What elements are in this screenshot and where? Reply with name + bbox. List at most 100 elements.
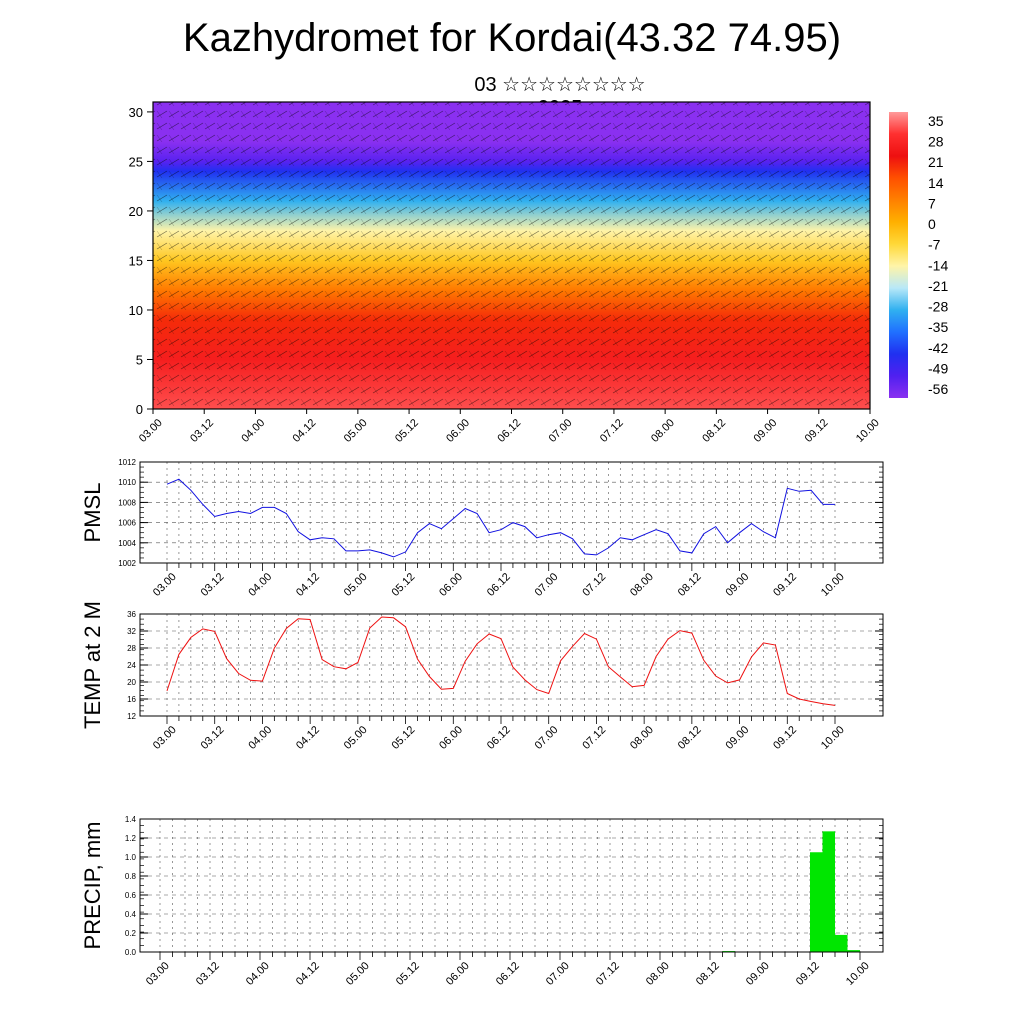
colorbar-label: -35 — [928, 319, 948, 335]
precip-bar — [847, 950, 860, 952]
y-tick-label: 25 — [129, 154, 143, 169]
x-tick-label: 08.00 — [649, 417, 677, 445]
precip-bar — [822, 831, 835, 952]
colorbar-label: 7 — [928, 195, 936, 211]
y-tick-label: 0.8 — [125, 872, 137, 881]
colorbar-gradient — [889, 112, 908, 398]
precip-bar — [810, 852, 823, 952]
x-tick-label: 05.00 — [342, 724, 370, 752]
y-tick-label: 24 — [127, 661, 136, 670]
x-tick-label: 04.12 — [294, 960, 322, 988]
colorbar-label: 14 — [928, 175, 944, 191]
temperature-colorbar: 35 28 21 14 7 0 -7 -14 -21 -28 -35 -42 -49 -56 — [889, 112, 948, 398]
x-tick-label: 09.00 — [723, 724, 751, 752]
x-tick-label: 06.12 — [494, 960, 522, 988]
panel-frame — [139, 613, 884, 717]
x-tick-label: 08.00 — [628, 571, 656, 599]
x-tick-label: 07.00 — [547, 417, 575, 445]
x-tick-label: 06.00 — [437, 571, 465, 599]
x-tick-label: 03.00 — [151, 571, 179, 599]
y-axis-title: TEMP at 2 M — [80, 601, 105, 729]
x-tick-label: 08.12 — [694, 960, 722, 988]
x-tick-label: 03.12 — [188, 417, 216, 445]
y-tick-label: 1006 — [118, 519, 136, 528]
x-tick-label: 04.00 — [244, 960, 272, 988]
x-tick-label: 03.12 — [194, 960, 222, 988]
y-tick-label: 30 — [129, 105, 143, 120]
x-tick-label: 06.12 — [485, 571, 513, 599]
x-tick-label: 10.00 — [844, 960, 872, 988]
x-tick-label: 05.12 — [393, 417, 421, 445]
x-tick-label: 09.00 — [723, 571, 751, 599]
x-tick-label: 09.12 — [803, 417, 831, 445]
x-tick-label: 05.00 — [342, 417, 370, 445]
panel-frame — [139, 818, 884, 953]
colorbar-label: -14 — [928, 257, 948, 273]
x-tick-label: 07.12 — [580, 724, 608, 752]
colorbar-label: 28 — [928, 134, 944, 150]
x-tick-label: 07.00 — [544, 960, 572, 988]
y-tick-label: 0 — [136, 402, 143, 417]
y-tick-label: 15 — [129, 253, 143, 268]
wind-vectors — [153, 102, 870, 409]
x-tick-label: 06.00 — [444, 960, 472, 988]
y-tick-label: 1010 — [118, 478, 136, 487]
colorbar-label: 21 — [928, 154, 944, 170]
x-tick-label: 06.12 — [495, 417, 523, 445]
x-tick-label: 05.00 — [344, 960, 372, 988]
x-tick-label: 05.12 — [389, 724, 417, 752]
x-tick-label: 03.00 — [151, 724, 179, 752]
chart-title: Kazhydromet for Kordai(43.32 74.95) — [182, 16, 842, 60]
y-tick-label: 10 — [129, 303, 143, 318]
y-tick-label: 28 — [127, 644, 136, 653]
x-tick-label: 07.00 — [533, 724, 561, 752]
x-tick-label: 08.12 — [676, 724, 704, 752]
x-tick-label: 06.00 — [437, 724, 465, 752]
x-tick-label: 06.00 — [444, 417, 472, 445]
colorbar-label: -56 — [928, 381, 948, 397]
y-tick-label: 1008 — [118, 498, 136, 507]
y-tick-label: 20 — [129, 204, 143, 219]
x-tick-label: 06.12 — [485, 724, 513, 752]
series-line — [166, 478, 835, 558]
colorbar-label: 35 — [928, 113, 944, 129]
precip-bar — [835, 934, 848, 952]
y-tick-label: 0.4 — [125, 910, 137, 919]
colorbar-label: -42 — [928, 340, 948, 356]
y-tick-label: 1.0 — [125, 853, 137, 862]
x-tick-label: 08.12 — [676, 571, 704, 599]
x-tick-label: 07.00 — [533, 571, 561, 599]
x-tick-label: 09.12 — [771, 724, 799, 752]
y-tick-label: 1004 — [118, 539, 136, 548]
x-tick-label: 04.00 — [246, 571, 274, 599]
x-tick-label: 03.12 — [199, 571, 227, 599]
x-tick-label: 10.00 — [854, 417, 882, 445]
y-tick-label: 16 — [127, 695, 136, 704]
x-tick-label: 04.00 — [239, 417, 267, 445]
panel-frame — [139, 461, 884, 564]
y-tick-label: 1002 — [118, 559, 136, 568]
x-tick-label: 08.00 — [628, 724, 656, 752]
x-tick-label: 05.00 — [342, 571, 370, 599]
y-tick-label: 1.4 — [125, 815, 137, 824]
colorbar-label: -49 — [928, 360, 948, 376]
y-tick-label: 1012 — [118, 458, 136, 467]
x-tick-label: 07.12 — [598, 417, 626, 445]
y-axis-title: PRECIP, mm — [80, 822, 105, 950]
x-tick-label: 04.12 — [291, 417, 319, 445]
x-tick-label: 07.12 — [580, 571, 608, 599]
y-tick-label: 20 — [127, 678, 136, 687]
x-tick-label: 09.12 — [771, 571, 799, 599]
x-tick-label: 03.12 — [199, 724, 227, 752]
x-tick-label: 05.12 — [394, 960, 422, 988]
x-tick-label: 10.00 — [819, 571, 847, 599]
x-tick-label: 07.12 — [594, 960, 622, 988]
y-tick-label: 12 — [127, 712, 136, 721]
x-tick-label: 09.00 — [751, 417, 779, 445]
temp-2m-panel: 12 16 20 24 28 32 36 03.00 03.12 04.00 04.12 05.00 0… — [80, 601, 884, 752]
series-line — [166, 616, 836, 706]
x-tick-label: 09.12 — [794, 960, 822, 988]
colorbar-label: -21 — [928, 278, 948, 294]
y-tick-label: 0.0 — [125, 948, 137, 957]
x-tick-label: 04.00 — [246, 724, 274, 752]
